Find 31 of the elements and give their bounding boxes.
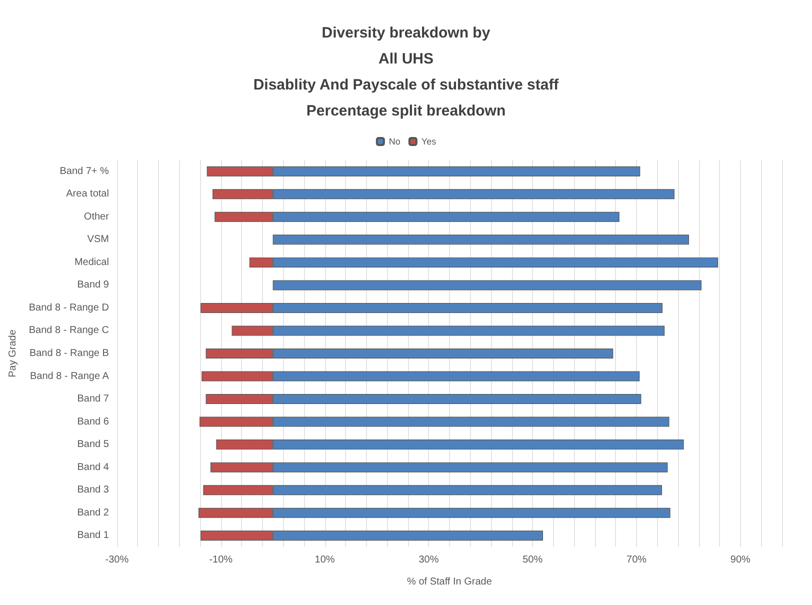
bar xyxy=(272,280,702,290)
x-tick-label: -10% xyxy=(209,554,233,566)
y-tick-label: Band 7+ % xyxy=(60,166,110,177)
y-tick-label: Band 8 - Range A xyxy=(30,370,110,382)
y-tick-label: Other xyxy=(84,211,110,222)
x-tick-label: 90% xyxy=(730,554,751,566)
y-tick-label: Band 1 xyxy=(77,530,110,542)
y-tick-label: Band 4 xyxy=(77,462,110,473)
x-tick-label: 70% xyxy=(626,554,647,566)
bar xyxy=(272,234,689,245)
y-tick-label: Band 3 xyxy=(77,484,110,496)
x-tick-label: 10% xyxy=(314,554,335,566)
y-axis-title: Pay Grade xyxy=(8,329,18,378)
y-tick-label: Band 5 xyxy=(77,439,110,450)
x-tick-label: 50% xyxy=(522,554,543,566)
y-tick-label: Band 6 xyxy=(77,416,110,428)
x-tick-label: -30% xyxy=(105,554,129,566)
y-tick-label: Band 9 xyxy=(77,280,110,291)
y-tick-label: Band 8 - Range D xyxy=(28,302,109,314)
y-tick-label: Band 8 - Range B xyxy=(29,348,110,359)
x-tick-label: 30% xyxy=(418,554,439,566)
y-tick-label: Medical xyxy=(74,256,109,268)
y-tick-label: Band 7 xyxy=(77,394,110,405)
y-tick-label: Area total xyxy=(66,188,109,200)
legend-label: Yes xyxy=(421,136,437,146)
chart-title: Diversity breakdown by All UHS Disablity And Payscale of substantive staff Percentage split breakdown xyxy=(253,24,560,120)
x-axis-title: % of Staff In Grade xyxy=(407,576,492,588)
y-tick-label: Band 8 - Range C xyxy=(28,325,109,336)
y-tick-label: Band 2 xyxy=(77,507,110,518)
legend-label: No xyxy=(388,136,400,146)
y-tick-label: VSM xyxy=(87,234,109,246)
